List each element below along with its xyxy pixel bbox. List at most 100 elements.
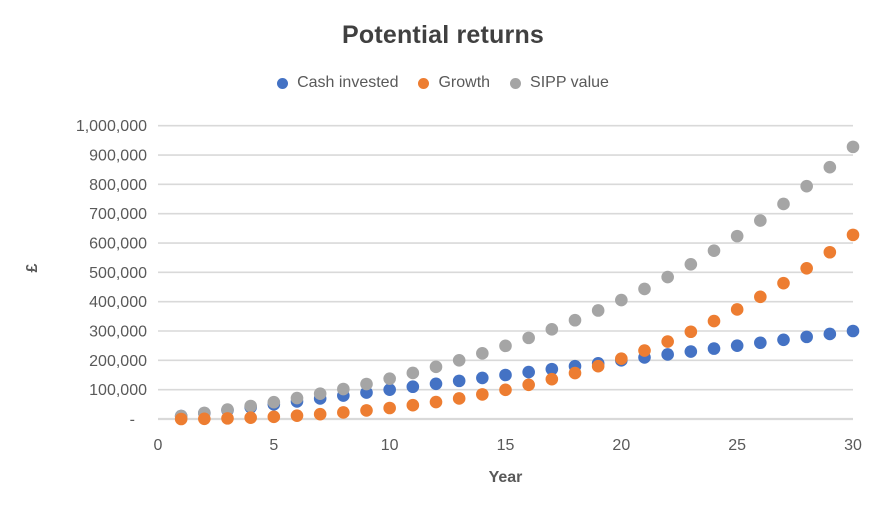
data-point-cash-invested: [383, 383, 396, 396]
legend-label: Growth: [438, 74, 491, 91]
data-point-growth: [684, 325, 698, 339]
data-point-sipp-value: [476, 347, 489, 360]
data-point-sipp-value: [337, 382, 350, 396]
data-point-sipp-value: [452, 354, 466, 367]
data-point-cash-invested: [754, 336, 767, 350]
y-tick-label: 800,000: [89, 177, 147, 194]
data-point-growth: [198, 412, 211, 426]
legend-marker-icon: [277, 77, 289, 89]
data-point-growth: [174, 412, 188, 426]
data-point-growth: [754, 290, 767, 304]
data-point-sipp-value: [221, 403, 234, 416]
data-point-growth: [800, 262, 813, 275]
y-tick-label: 200,000: [89, 353, 147, 370]
data-point-cash-invested: [429, 377, 443, 391]
data-point-sipp-value: [429, 360, 443, 374]
data-point-cash-invested: [452, 374, 466, 388]
data-point-growth: [846, 228, 860, 242]
data-point-growth: [615, 352, 628, 366]
legend-item-sipp-value: SIPP value: [510, 74, 609, 92]
data-point-sipp-value: [777, 197, 790, 211]
data-point-growth: [383, 401, 396, 415]
y-tick-label: 600,000: [89, 236, 147, 253]
y-tick-label: 400,000: [89, 294, 147, 311]
data-point-growth: [452, 392, 466, 405]
data-point-growth: [522, 378, 535, 392]
data-point-sipp-value: [360, 377, 373, 391]
data-point-cash-invested: [846, 324, 860, 338]
data-point-growth: [545, 372, 559, 386]
legend-marker-icon: [510, 77, 522, 89]
x-axis-title: Year: [489, 469, 523, 486]
data-point-sipp-value: [406, 366, 420, 380]
x-tick-label: 15: [497, 437, 515, 454]
data-point-growth: [661, 335, 674, 348]
data-point-sipp-value: [684, 257, 698, 271]
x-tick-label: 5: [269, 437, 278, 454]
y-tick-label: 700,000: [89, 206, 147, 223]
data-point-sipp-value: [707, 244, 721, 257]
data-point-growth: [499, 383, 512, 397]
data-point-growth: [244, 411, 257, 425]
data-point-sipp-value: [290, 391, 304, 405]
y-tick-label: 1,000,000: [76, 118, 147, 135]
data-point-cash-invested: [545, 362, 559, 376]
y-tick-label: 500,000: [89, 265, 147, 282]
data-point-sipp-value: [499, 339, 512, 353]
data-point-growth: [221, 412, 234, 425]
y-tick-label: 300,000: [89, 324, 147, 341]
legend-item-cash-invested: Cash invested: [277, 74, 398, 92]
data-point-growth: [591, 359, 605, 373]
y-axis-title: £: [24, 263, 41, 272]
data-point-sipp-value: [522, 331, 535, 345]
data-point-cash-invested: [499, 368, 512, 382]
data-point-sipp-value: [823, 160, 837, 174]
data-point-growth: [638, 344, 651, 357]
data-point-sipp-value: [846, 140, 860, 154]
data-point-sipp-value: [568, 313, 582, 327]
data-point-sipp-value: [313, 387, 327, 400]
legend-item-growth: Growth: [418, 74, 490, 92]
data-point-growth: [823, 245, 837, 259]
y-tick-label: -: [130, 412, 135, 429]
data-point-cash-invested: [777, 333, 790, 347]
y-tick-label: 900,000: [89, 148, 147, 165]
data-point-cash-invested: [522, 365, 535, 379]
legend-label: SIPP value: [530, 74, 609, 91]
data-point-cash-invested: [730, 339, 744, 352]
chart-legend: Cash invested Growth SIPP value: [0, 74, 886, 92]
data-point-sipp-value: [638, 282, 651, 296]
data-point-growth: [707, 314, 721, 328]
data-point-sipp-value: [244, 399, 257, 413]
data-point-cash-invested: [823, 327, 837, 341]
x-tick-label: 25: [728, 437, 746, 454]
data-point-cash-invested: [707, 342, 721, 355]
data-point-cash-invested: [800, 330, 813, 344]
data-point-cash-invested: [406, 380, 420, 394]
data-point-sipp-value: [730, 229, 744, 243]
legend-marker-icon: [418, 77, 430, 89]
data-point-sipp-value: [800, 179, 813, 193]
data-point-growth: [313, 407, 327, 421]
chart-title: Potential returns: [341, 21, 545, 49]
x-tick-label: 10: [381, 437, 399, 454]
data-point-cash-invested: [661, 348, 674, 361]
data-point-sipp-value: [383, 372, 396, 385]
x-tick-label: 0: [154, 437, 163, 454]
data-point-growth: [730, 303, 744, 316]
data-point-sipp-value: [591, 304, 605, 317]
data-point-growth: [290, 409, 304, 422]
data-point-growth: [337, 406, 350, 419]
x-tick-label: 30: [844, 437, 862, 454]
y-tick-label: 100,000: [89, 382, 147, 399]
x-tick-label: 20: [612, 437, 630, 454]
data-point-growth: [406, 398, 420, 412]
data-point-cash-invested: [684, 345, 698, 358]
legend-label: Cash invested: [297, 74, 399, 91]
data-point-cash-invested: [476, 371, 489, 385]
data-point-sipp-value: [267, 395, 281, 409]
data-point-sipp-value: [754, 214, 767, 227]
data-point-growth: [360, 404, 373, 417]
